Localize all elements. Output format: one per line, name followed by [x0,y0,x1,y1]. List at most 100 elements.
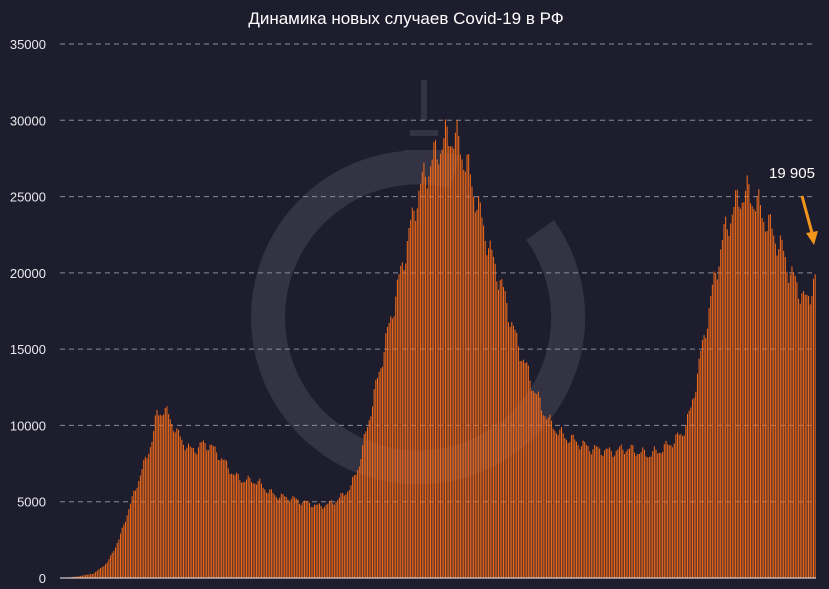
bar [751,206,753,578]
bar [501,279,503,578]
bar [647,457,649,578]
bar [645,456,647,578]
bar [663,444,665,578]
bar [595,446,597,578]
bar [773,235,775,578]
bar [708,308,710,578]
bar [786,271,788,578]
bar [368,420,370,578]
bar [335,501,337,578]
bar [320,505,322,578]
bar [673,443,675,578]
bar [602,455,604,578]
bar [133,490,135,578]
bar [484,240,486,578]
bar [496,281,498,578]
bar [745,190,747,579]
bar [526,362,528,578]
bar [454,132,456,578]
bar [597,446,599,578]
bar [577,444,579,578]
bar [483,225,485,578]
bar [478,196,480,578]
bar [448,145,450,579]
bar [413,210,415,578]
bar [100,567,102,578]
bar [459,154,461,578]
bar [105,564,107,578]
bar [650,456,652,578]
bar [169,419,171,578]
bar [630,444,632,578]
bar [628,448,630,578]
bar [244,481,246,578]
bar [761,218,763,578]
bar [280,493,282,578]
y-tick-label: 30000 [10,113,46,128]
bar [784,257,786,578]
bar [718,266,720,578]
bar [698,358,700,578]
bar [231,473,233,578]
bar [340,493,342,578]
bar [353,475,355,578]
bar [564,438,566,578]
bar [410,219,412,579]
bar [638,453,640,578]
bar [207,450,209,578]
bar [585,444,587,578]
bar [516,332,518,578]
chart-title: Динамика новых случаев Covid-19 в РФ [248,9,563,28]
bar [388,322,390,578]
bar [600,454,602,578]
bar [317,504,319,578]
bar [803,291,805,578]
bar [95,571,97,578]
bar [547,417,549,578]
bar [376,377,378,578]
bar [605,448,607,578]
bar [604,450,606,578]
bar [466,154,468,578]
bar [159,414,161,578]
bar [461,159,463,578]
bar [257,481,259,578]
bar [158,415,160,578]
bar [426,188,428,579]
bar [428,176,430,579]
bar [252,483,254,578]
bar [357,470,359,578]
bar [129,503,131,578]
bar [406,241,408,578]
bar [771,228,773,578]
bar [756,196,758,579]
bar [768,214,770,579]
bar [184,450,186,578]
bar [232,474,234,578]
y-tick-label: 35000 [10,37,46,52]
bar [439,153,441,578]
bar [489,240,491,578]
bar [425,176,427,578]
bar [206,449,208,578]
bar [642,447,644,578]
bar [144,456,146,578]
bar [81,575,83,578]
bar [527,365,529,578]
bar [653,446,655,578]
annotation-arrow-shaft [800,195,814,234]
bar [360,459,362,578]
bar [391,318,393,578]
bar [652,451,654,578]
bar [337,500,339,578]
bar [204,442,206,578]
bar [411,207,413,578]
bar [400,265,402,578]
bar [657,453,659,578]
bar [703,335,705,578]
bar [536,394,538,578]
y-axis-ticks: 0 5000 10000 15000 20000 25000 30000 35000 [10,37,46,586]
bar [348,490,350,578]
bar [164,408,166,578]
bar [640,452,642,578]
